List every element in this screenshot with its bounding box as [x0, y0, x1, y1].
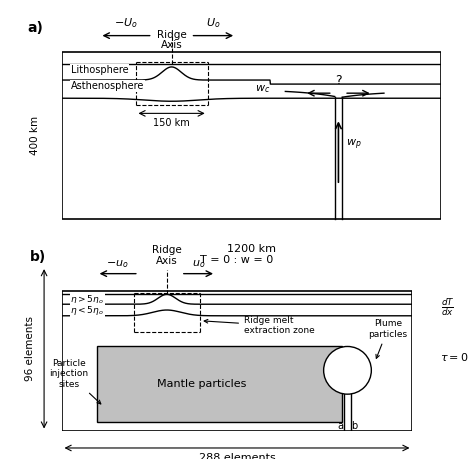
Text: 150 km: 150 km — [153, 118, 190, 129]
Text: 400 km: 400 km — [30, 116, 40, 155]
Text: $-U_o$: $-U_o$ — [114, 16, 138, 29]
Text: Ridge
Axis: Ridge Axis — [157, 29, 186, 50]
Text: $\eta<5\eta_o$: $\eta<5\eta_o$ — [71, 303, 104, 317]
Text: $w_c$: $w_c$ — [255, 83, 270, 95]
Text: 1200 km: 1200 km — [227, 244, 276, 254]
Text: Particle
injection
sites: Particle injection sites — [49, 359, 101, 404]
Text: Ridge melt
extraction zone: Ridge melt extraction zone — [204, 316, 315, 336]
Text: $\eta>5\eta_o$: $\eta>5\eta_o$ — [71, 293, 104, 306]
Text: a): a) — [27, 22, 43, 35]
Text: $-u_o$: $-u_o$ — [106, 257, 129, 269]
Text: T = 0 : w = 0: T = 0 : w = 0 — [201, 255, 273, 264]
Bar — [62, 52, 441, 219]
Text: $\tau = 0$: $\tau = 0$ — [440, 351, 469, 363]
Text: a: a — [337, 421, 344, 431]
Text: Asthenosphere: Asthenosphere — [71, 81, 145, 91]
Text: ?: ? — [335, 74, 342, 87]
Text: b: b — [351, 421, 357, 431]
Text: Mantle particles: Mantle particles — [157, 379, 246, 388]
Text: Lithosphere: Lithosphere — [71, 65, 129, 75]
Text: 96 elements: 96 elements — [25, 316, 35, 381]
Text: $w_p$: $w_p$ — [346, 138, 362, 152]
Text: 288 elements: 288 elements — [199, 453, 275, 459]
Text: $U_o$: $U_o$ — [206, 16, 220, 29]
Text: b): b) — [30, 250, 46, 264]
Ellipse shape — [324, 347, 371, 394]
Text: $\frac{dT}{dx}$: $\frac{dT}{dx}$ — [441, 297, 454, 319]
Text: Plume
particles: Plume particles — [368, 319, 407, 358]
Bar — [62, 291, 412, 431]
Text: $u_o$: $u_o$ — [191, 257, 205, 269]
Text: Ridge
Axis: Ridge Axis — [152, 246, 182, 266]
Bar — [97, 346, 342, 421]
